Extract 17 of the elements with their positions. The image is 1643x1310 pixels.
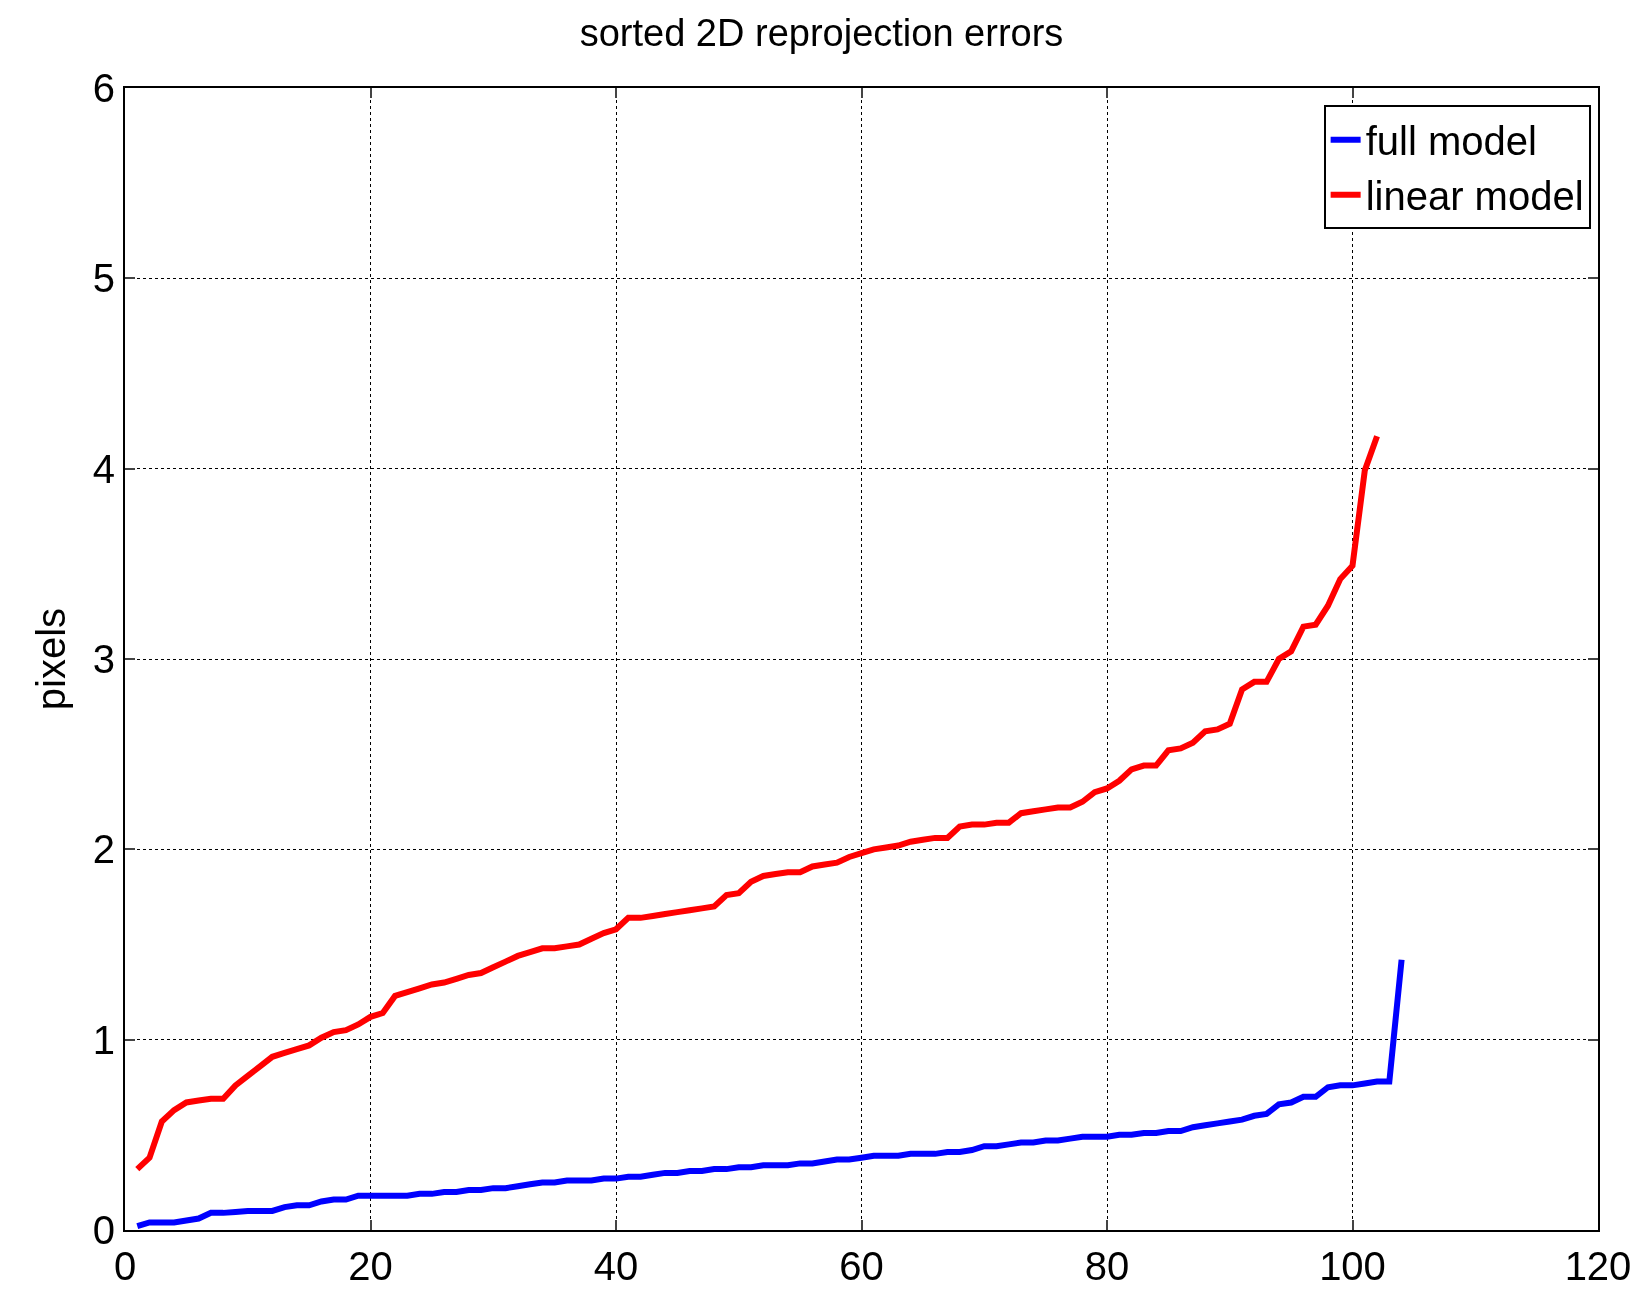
y-axis-title: pixels [28, 607, 73, 711]
y-tick-label: 3 [92, 637, 115, 681]
y-tick-label: 4 [92, 446, 115, 491]
x-tick-label: 120 [1564, 1244, 1632, 1288]
x-tick-label: 80 [1084, 1244, 1130, 1288]
chart-title: sorted 2D reprojection errors [579, 12, 1064, 55]
y-tick-label: 6 [92, 66, 115, 110]
x-tick-label: 40 [593, 1244, 639, 1288]
legend-label: linear model [1365, 174, 1584, 219]
y-tick-label: 5 [92, 256, 115, 301]
y-tick-label: 0 [92, 1208, 115, 1252]
x-tick-label: 60 [839, 1244, 884, 1288]
y-tick-label: 1 [92, 1017, 115, 1062]
x-tick-label: 100 [1319, 1244, 1386, 1288]
y-tick-label: 2 [92, 827, 115, 872]
legend-label: full model [1365, 119, 1537, 164]
x-tick-label: 20 [348, 1244, 393, 1288]
